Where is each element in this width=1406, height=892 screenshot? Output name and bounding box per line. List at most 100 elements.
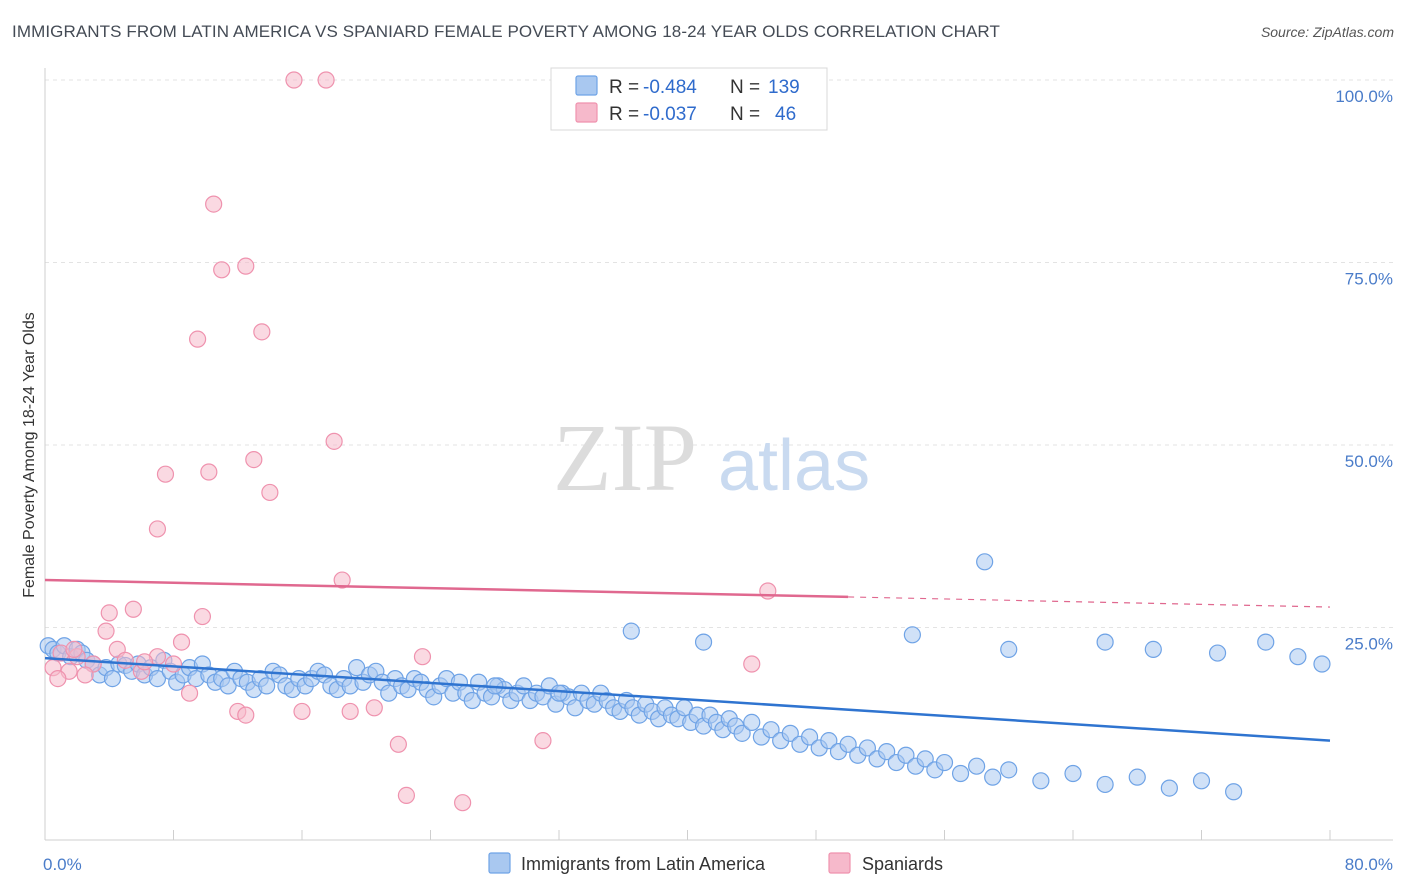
latin-america-point-49 xyxy=(348,659,366,677)
latin-america-point-140 xyxy=(1192,772,1211,790)
spaniards-point-9 xyxy=(200,463,218,481)
spaniards-point-40 xyxy=(454,794,472,812)
x-tick-label-0: 0.0% xyxy=(43,855,82,874)
trend-line-1-dashed xyxy=(848,596,1331,608)
latin-america-point-144 xyxy=(694,633,713,651)
legend-r-label-pink: R = xyxy=(609,104,639,125)
latin-america-point-152 xyxy=(1313,655,1331,673)
latin-america-point-112 xyxy=(762,721,780,739)
latin-america-point-109 xyxy=(733,724,751,742)
latin-america-point-118 xyxy=(820,732,838,750)
latin-america-point-29 xyxy=(219,677,237,695)
latin-america-point-130 xyxy=(935,753,954,772)
spaniards-point-43 xyxy=(413,648,432,666)
y-tick-label-1: 50.0% xyxy=(1345,452,1393,471)
y-tick-label-2: 75.0% xyxy=(1345,270,1393,289)
latin-america-point-151 xyxy=(1289,648,1307,666)
latin-america-point-150 xyxy=(1257,633,1275,651)
latin-america-point-11 xyxy=(103,669,122,688)
legend-r-value-pink: -0.037 xyxy=(643,104,697,125)
latin-america-point-131 xyxy=(951,764,970,783)
spaniards-point-18 xyxy=(97,622,115,640)
y-tick-label-0: 25.0% xyxy=(1345,635,1393,654)
source-label: Source: ZipAtlas.com xyxy=(1260,24,1394,40)
latin-america-point-83 xyxy=(566,699,584,717)
spaniards-point-27 xyxy=(164,655,183,673)
spaniards-point-32 xyxy=(180,684,199,702)
latin-america-point-18 xyxy=(148,669,167,688)
spaniards-point-6 xyxy=(253,323,271,341)
spaniards-point-19 xyxy=(172,633,191,651)
legend-swatch-blue xyxy=(575,75,598,96)
latin-america-point-67 xyxy=(463,691,481,710)
latin-america-point-128 xyxy=(916,750,934,768)
spaniards-point-5 xyxy=(188,330,207,348)
latin-america-point-153 xyxy=(550,684,568,702)
watermark: ZIP atlas xyxy=(553,404,870,511)
latin-america-point-139 xyxy=(1160,779,1178,797)
spaniards-point-15 xyxy=(124,600,142,618)
latin-america-point-147 xyxy=(1096,633,1114,651)
spaniards-point-14 xyxy=(100,604,118,622)
chart-title: IMMIGRANTS FROM LATIN AMERICA VS SPANIAR… xyxy=(12,22,1000,41)
legend-bottom-label-pink: Spaniards xyxy=(862,854,943,874)
legend-n-label-pink: N = xyxy=(730,104,760,125)
latin-america-point-54 xyxy=(380,684,398,702)
series-latin-america-points xyxy=(39,553,1331,801)
x-tick-labels: 0.0% 80.0% xyxy=(43,855,1393,874)
latin-america-point-137 xyxy=(1096,775,1114,794)
spaniards-point-35 xyxy=(293,702,311,721)
spaniards-point-36 xyxy=(341,702,359,721)
legend-bottom-label-blue: Immigrants from Latin America xyxy=(521,854,766,874)
spaniards-point-11 xyxy=(261,483,279,502)
trend-lines xyxy=(44,578,1331,742)
spaniards-point-4 xyxy=(237,257,255,275)
latin-america-point-116 xyxy=(800,728,819,746)
spaniards-point-2 xyxy=(205,195,223,213)
spaniards-point-34 xyxy=(237,706,255,724)
spaniards-point-10 xyxy=(245,451,263,469)
latin-america-point-145 xyxy=(903,626,921,644)
latin-america-point-149 xyxy=(1208,644,1227,662)
latin-america-point-142 xyxy=(976,553,994,571)
spaniards-point-0 xyxy=(285,71,303,89)
latin-america-point-124 xyxy=(878,742,896,761)
watermark-zip: ZIP xyxy=(553,404,697,511)
legend-n-value-blue: 139 xyxy=(768,77,800,98)
spaniards-point-8 xyxy=(156,465,175,483)
latin-america-point-148 xyxy=(1144,640,1162,659)
watermark-atlas: atlas xyxy=(718,426,870,506)
spaniards-point-7 xyxy=(325,432,343,450)
latin-america-point-136 xyxy=(1064,764,1082,783)
legend-n-label-blue: N = xyxy=(730,77,760,98)
latin-america-point-122 xyxy=(858,739,877,757)
spaniards-point-13 xyxy=(333,571,351,589)
legend-bottom-swatch-blue xyxy=(488,852,511,874)
spaniards-point-42 xyxy=(743,655,761,673)
legend-n-value-pink: 46 xyxy=(775,104,796,125)
legend-swatch-pink xyxy=(575,102,598,123)
spaniards-point-24 xyxy=(116,651,134,669)
latin-america-point-138 xyxy=(1128,768,1146,786)
y-tick-label-3: 100.0% xyxy=(1335,87,1393,106)
latin-america-point-114 xyxy=(781,724,799,742)
y-tick-labels: 25.0% 50.0% 75.0% 100.0% xyxy=(1335,87,1393,654)
latin-america-point-135 xyxy=(1032,772,1050,790)
latin-america-point-35 xyxy=(258,677,276,695)
spaniards-point-1 xyxy=(317,71,335,89)
y-axis-title: Female Poverty Among 18-24 Year Olds xyxy=(21,312,38,598)
spaniards-point-12 xyxy=(148,520,167,538)
spaniards-point-37 xyxy=(365,699,383,717)
latin-america-point-132 xyxy=(968,757,986,775)
latin-america-point-134 xyxy=(1000,761,1018,779)
spaniards-point-41 xyxy=(534,732,552,750)
latin-america-point-110 xyxy=(743,713,761,732)
spaniards-point-3 xyxy=(213,261,231,279)
spaniards-point-45 xyxy=(65,640,83,659)
gridlines xyxy=(45,79,1393,628)
latin-america-point-146 xyxy=(1000,640,1018,659)
latin-america-point-143 xyxy=(622,622,640,640)
spaniards-point-38 xyxy=(389,735,407,753)
latin-america-point-141 xyxy=(1225,783,1243,801)
